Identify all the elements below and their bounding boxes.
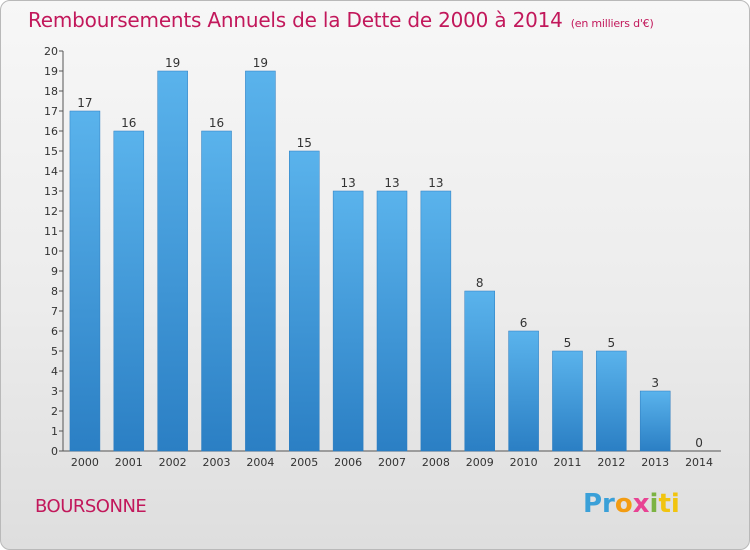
- data-label-2010: 6: [520, 316, 528, 330]
- x-tick-label: 2003: [203, 456, 231, 469]
- data-label-2011: 5: [564, 336, 572, 350]
- y-tick-label: 3: [51, 385, 58, 398]
- y-tick-label: 4: [51, 365, 58, 378]
- bar-2007: [376, 190, 408, 452]
- bar-2010: [508, 330, 539, 452]
- y-tick-label: 18: [44, 85, 58, 98]
- y-tick-label: 15: [44, 145, 58, 158]
- bar-2009: [464, 290, 495, 452]
- x-tick-label: 2013: [641, 456, 669, 469]
- x-axis: 2000 2001 2002 2003 2004 2005 2006 2007 2008 2009…: [63, 450, 721, 469]
- brand-part-5: ti: [658, 489, 680, 519]
- y-tick-label: 5: [51, 345, 58, 358]
- x-tick-label: 2007: [378, 456, 406, 469]
- bar-2006: [332, 190, 364, 452]
- data-labels: 17 16 19 16 19 15 13 13 13 8 6 5 5 3 0: [77, 56, 703, 450]
- data-label-2014: 0: [695, 436, 703, 450]
- data-label-2003: 16: [209, 116, 224, 130]
- x-tick-label: 2012: [597, 456, 625, 469]
- y-tick-label: 17: [44, 105, 58, 118]
- x-tick-label: 2004: [246, 456, 274, 469]
- bar-2011: [552, 350, 583, 452]
- data-label-2012: 5: [608, 336, 616, 350]
- data-label-2006: 13: [340, 176, 355, 190]
- data-label-2008: 13: [428, 176, 443, 190]
- y-tick-label: 9: [51, 265, 58, 278]
- bar-2002: [157, 70, 188, 452]
- x-tick-label: 2000: [71, 456, 99, 469]
- chart-subtitle: (en milliers d'€): [570, 17, 654, 30]
- y-tick-label: 14: [44, 165, 58, 178]
- y-tick-label: 12: [44, 205, 58, 218]
- brand-part-3: x: [632, 489, 650, 519]
- x-tick-label: 2005: [290, 456, 318, 469]
- y-tick-label: 11: [44, 225, 58, 238]
- x-tick-label: 2008: [422, 456, 450, 469]
- commune-name: BOURSONNE: [35, 496, 147, 517]
- bar-2003: [201, 130, 232, 452]
- y-tick-label: 1: [51, 425, 58, 438]
- y-tick-label: 2: [51, 405, 58, 418]
- x-tick-label: 2014: [685, 456, 713, 469]
- brand-part-4: i: [649, 489, 659, 519]
- data-label-2007: 13: [384, 176, 399, 190]
- y-tick-label: 19: [44, 65, 58, 78]
- chart-title: Remboursements Annuels de la Dette de 20…: [28, 8, 654, 32]
- bar-2000: [69, 110, 101, 452]
- y-tick-label: 10: [44, 245, 58, 258]
- y-tick-label: 13: [44, 185, 58, 198]
- data-label-2002: 19: [165, 56, 180, 70]
- x-tick-label: 2010: [510, 456, 538, 469]
- brand-part-2: o: [614, 489, 633, 519]
- bar-2013: [639, 390, 671, 452]
- bar-2001: [113, 130, 145, 452]
- y-tick-label: 7: [51, 305, 58, 318]
- brand-logo: Proxiti: [583, 489, 680, 519]
- data-label-2005: 15: [297, 136, 312, 150]
- bar-2004: [245, 70, 276, 452]
- data-label-2001: 16: [121, 116, 136, 130]
- data-label-2009: 8: [476, 276, 484, 290]
- x-tick-label: 2011: [553, 456, 581, 469]
- data-label-2000: 17: [77, 96, 92, 110]
- title-text: Remboursements Annuels de la Dette de 20…: [28, 8, 563, 32]
- bars: [69, 70, 671, 452]
- y-tick-label: 0: [51, 445, 58, 458]
- bar-2012: [596, 350, 627, 452]
- x-tick-label: 2009: [466, 456, 494, 469]
- data-label-2004: 19: [253, 56, 268, 70]
- x-tick-label: 2001: [115, 456, 143, 469]
- y-tick-label: 20: [44, 45, 58, 58]
- bar-2005: [289, 150, 320, 452]
- data-label-2013: 3: [651, 376, 659, 390]
- x-tick-label: 2002: [159, 456, 187, 469]
- brand-part-1: Pr: [583, 489, 615, 519]
- y-tick-label: 8: [51, 285, 58, 298]
- y-tick-label: 16: [44, 125, 58, 138]
- x-tick-label: 2006: [334, 456, 362, 469]
- bar-2008: [420, 190, 452, 452]
- y-tick-label: 6: [51, 325, 58, 338]
